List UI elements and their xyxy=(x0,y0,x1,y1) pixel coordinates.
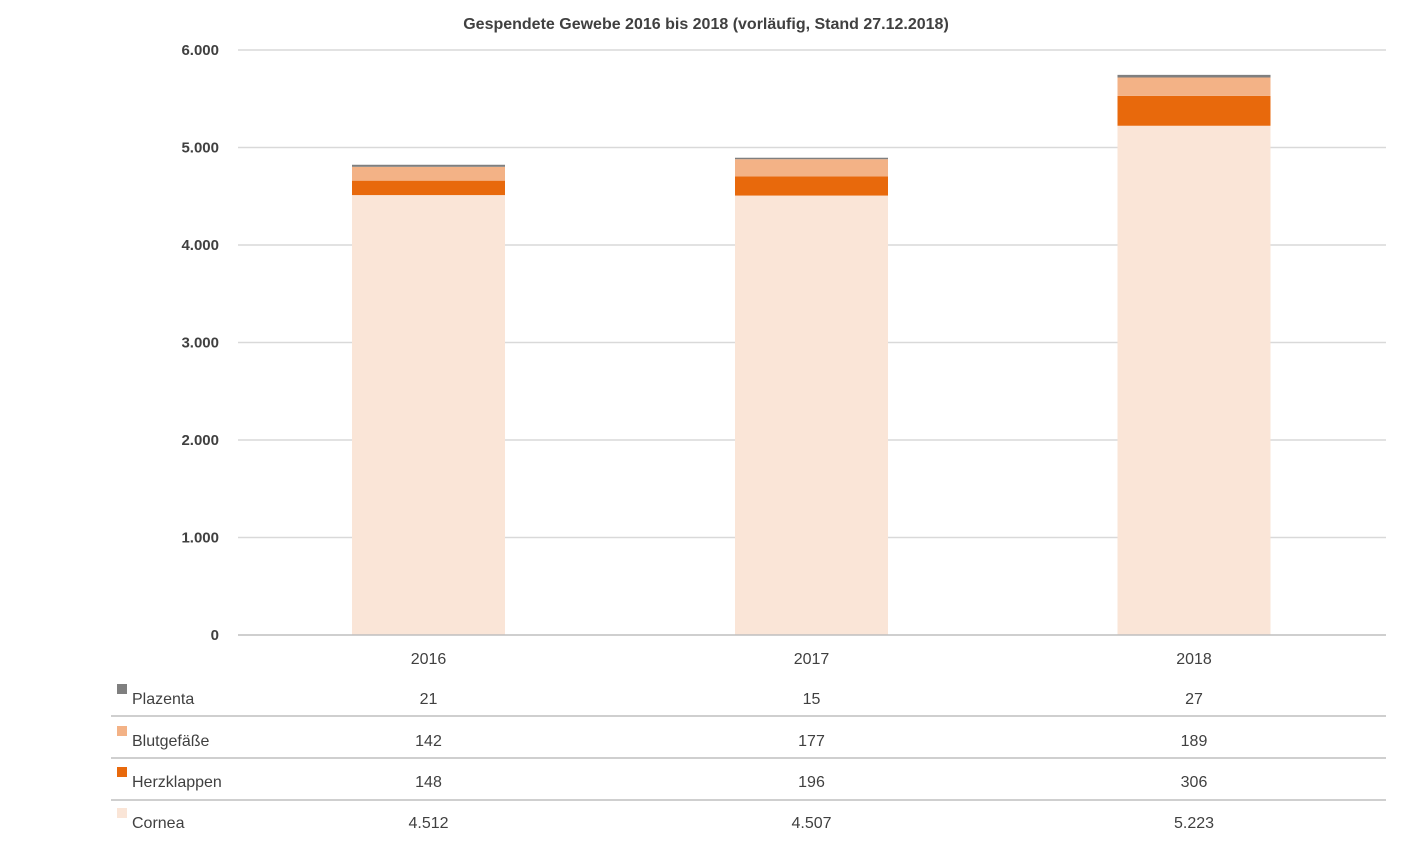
bar-segment-herzklappen-2018 xyxy=(1117,95,1271,126)
table-cell: 177 xyxy=(798,733,825,750)
bar-segment-blutgefäße-2018 xyxy=(1117,77,1271,96)
chart-title: Gespendete Gewebe 2016 bis 2018 (vorläuf… xyxy=(463,16,949,33)
table-cell: 306 xyxy=(1181,774,1208,791)
bar-segment-cornea-2018 xyxy=(1117,125,1271,635)
bar-segment-plazenta-2017 xyxy=(735,157,888,160)
table-cell: 196 xyxy=(798,774,825,791)
y-tick-label: 1.000 xyxy=(181,530,219,547)
y-tick-label: 4.000 xyxy=(181,237,219,254)
bar-segment-plazenta-2016 xyxy=(352,164,505,167)
x-tick-label: 2018 xyxy=(1176,651,1212,668)
bar-segment-cornea-2017 xyxy=(735,195,888,635)
y-tick-label: 3.000 xyxy=(181,335,219,352)
table-cell: 189 xyxy=(1181,733,1208,750)
table-row-label: Blutgefäße xyxy=(132,733,209,750)
table-cell: 4.507 xyxy=(791,815,831,832)
bar-segment-blutgefäße-2017 xyxy=(735,159,888,177)
table-row-label: Herzklappen xyxy=(132,774,222,791)
table-cell: 5.223 xyxy=(1174,815,1214,832)
bar-segment-plazenta-2018 xyxy=(1117,74,1271,78)
table-row-label: Cornea xyxy=(132,815,185,832)
table-cell: 148 xyxy=(415,774,442,791)
table-cell: 4.512 xyxy=(408,815,448,832)
bars xyxy=(352,74,1271,635)
x-tick-label: 2016 xyxy=(411,651,447,668)
table-cell: 142 xyxy=(415,733,442,750)
data-table: Plazenta 21 15 27 Blutgefäße 142 177 189 Herzkla… xyxy=(111,684,1386,832)
table-cell: 15 xyxy=(803,691,821,708)
bar-segment-blutgefäße-2016 xyxy=(352,166,505,181)
bar-segment-herzklappen-2017 xyxy=(735,176,888,196)
y-tick-label: 0 xyxy=(211,627,219,644)
table-cell: 21 xyxy=(420,691,438,708)
legend-key-plazenta xyxy=(117,684,127,694)
y-tick-label: 2.000 xyxy=(181,432,219,449)
legend-key-herzklappen xyxy=(117,767,127,777)
table-row-label: Plazenta xyxy=(132,691,194,708)
legend-key-blutgefäße xyxy=(117,726,127,736)
table-cell: 27 xyxy=(1185,691,1203,708)
bar-segment-herzklappen-2016 xyxy=(352,180,505,196)
y-tick-label: 5.000 xyxy=(181,140,219,157)
bar-segment-cornea-2016 xyxy=(352,195,505,635)
x-tick-label: 2017 xyxy=(794,651,830,668)
y-tick-label: 6.000 xyxy=(181,42,219,59)
legend-key-cornea xyxy=(117,808,127,818)
axes: 0 1.000 2.000 3.000 4.000 5.000 6.000 2016 2017 2… xyxy=(181,42,1386,668)
